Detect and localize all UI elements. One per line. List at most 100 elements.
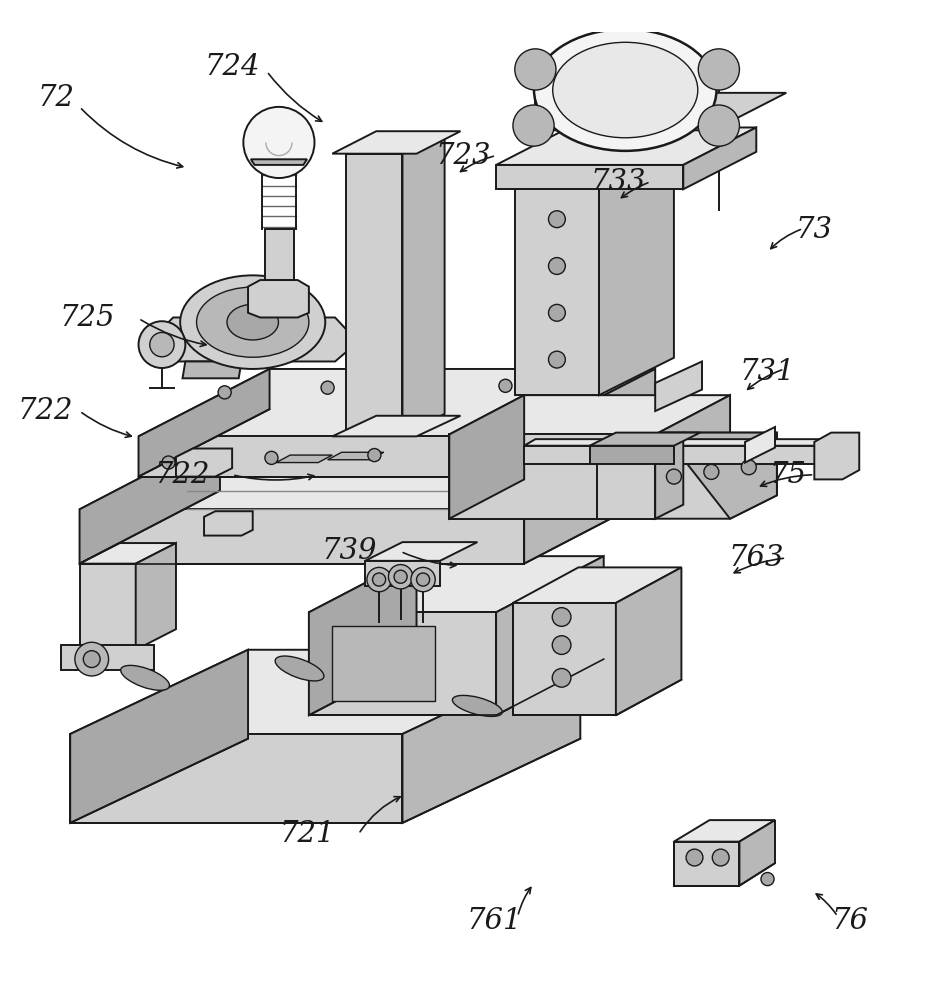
Polygon shape: [80, 543, 176, 564]
Text: 725: 725: [59, 304, 115, 332]
Polygon shape: [183, 361, 241, 378]
Polygon shape: [365, 561, 440, 586]
Circle shape: [452, 449, 465, 462]
Circle shape: [243, 107, 314, 178]
Polygon shape: [590, 433, 700, 446]
Polygon shape: [814, 433, 859, 479]
Polygon shape: [449, 395, 524, 519]
Circle shape: [552, 668, 571, 687]
Circle shape: [388, 565, 413, 589]
Polygon shape: [496, 556, 604, 715]
Bar: [332, 626, 435, 701]
Polygon shape: [515, 126, 674, 163]
Circle shape: [698, 105, 739, 146]
Ellipse shape: [534, 29, 717, 151]
Polygon shape: [524, 439, 842, 446]
Text: 763: 763: [728, 544, 784, 572]
Text: 722: 722: [154, 461, 211, 489]
Ellipse shape: [553, 42, 698, 138]
Polygon shape: [655, 361, 702, 411]
Ellipse shape: [275, 656, 324, 681]
Circle shape: [548, 258, 565, 274]
Circle shape: [704, 464, 719, 479]
Polygon shape: [346, 133, 445, 154]
Polygon shape: [513, 567, 681, 603]
Circle shape: [411, 567, 435, 592]
Polygon shape: [663, 433, 777, 519]
Polygon shape: [449, 395, 730, 434]
Polygon shape: [276, 455, 332, 463]
Polygon shape: [655, 433, 683, 519]
Polygon shape: [309, 556, 417, 715]
Circle shape: [415, 378, 428, 391]
Polygon shape: [265, 229, 294, 280]
Ellipse shape: [197, 287, 309, 357]
Polygon shape: [70, 734, 402, 823]
Circle shape: [552, 608, 571, 626]
Text: 722: 722: [17, 397, 73, 425]
Polygon shape: [515, 163, 599, 395]
Polygon shape: [346, 154, 402, 434]
Circle shape: [548, 351, 565, 368]
Polygon shape: [332, 131, 461, 154]
Polygon shape: [365, 542, 477, 561]
Polygon shape: [309, 556, 604, 612]
Circle shape: [218, 386, 231, 399]
Polygon shape: [524, 446, 831, 464]
Polygon shape: [402, 133, 445, 434]
Text: 72: 72: [37, 84, 75, 112]
Circle shape: [515, 49, 556, 90]
Ellipse shape: [181, 275, 326, 369]
Circle shape: [162, 456, 175, 469]
Polygon shape: [70, 650, 580, 734]
Polygon shape: [251, 159, 307, 165]
Text: 723: 723: [435, 142, 491, 170]
Circle shape: [368, 449, 381, 462]
Polygon shape: [309, 612, 496, 715]
Polygon shape: [616, 567, 681, 715]
Polygon shape: [139, 369, 655, 436]
Text: 761: 761: [466, 907, 522, 935]
Polygon shape: [159, 317, 348, 361]
Text: 75: 75: [769, 461, 807, 489]
Circle shape: [741, 460, 756, 475]
Text: 739: 739: [321, 537, 377, 565]
Circle shape: [373, 573, 386, 586]
Polygon shape: [332, 416, 461, 436]
Circle shape: [367, 567, 391, 592]
Polygon shape: [176, 449, 232, 477]
Text: 76: 76: [831, 907, 869, 935]
Circle shape: [513, 105, 554, 146]
Circle shape: [761, 873, 774, 886]
Ellipse shape: [121, 665, 169, 690]
Text: 731: 731: [739, 358, 796, 386]
Circle shape: [698, 49, 739, 90]
Circle shape: [139, 321, 185, 368]
Polygon shape: [599, 126, 674, 395]
Polygon shape: [328, 452, 384, 460]
Polygon shape: [70, 650, 248, 823]
Polygon shape: [449, 434, 655, 519]
Polygon shape: [674, 842, 739, 886]
Circle shape: [712, 849, 729, 866]
Polygon shape: [674, 820, 775, 842]
Circle shape: [394, 570, 407, 583]
Circle shape: [150, 332, 174, 357]
Text: 724: 724: [204, 53, 260, 81]
Polygon shape: [590, 446, 674, 464]
Polygon shape: [402, 650, 580, 823]
Polygon shape: [248, 280, 309, 317]
Polygon shape: [655, 395, 730, 519]
Polygon shape: [524, 436, 665, 564]
Polygon shape: [739, 820, 775, 886]
Text: 733: 733: [590, 168, 646, 196]
Circle shape: [552, 636, 571, 654]
Polygon shape: [80, 436, 665, 509]
Circle shape: [265, 451, 278, 464]
Circle shape: [321, 381, 334, 394]
Polygon shape: [496, 127, 756, 165]
Polygon shape: [139, 369, 270, 477]
Polygon shape: [616, 433, 777, 519]
Circle shape: [83, 651, 100, 668]
Polygon shape: [139, 436, 524, 477]
